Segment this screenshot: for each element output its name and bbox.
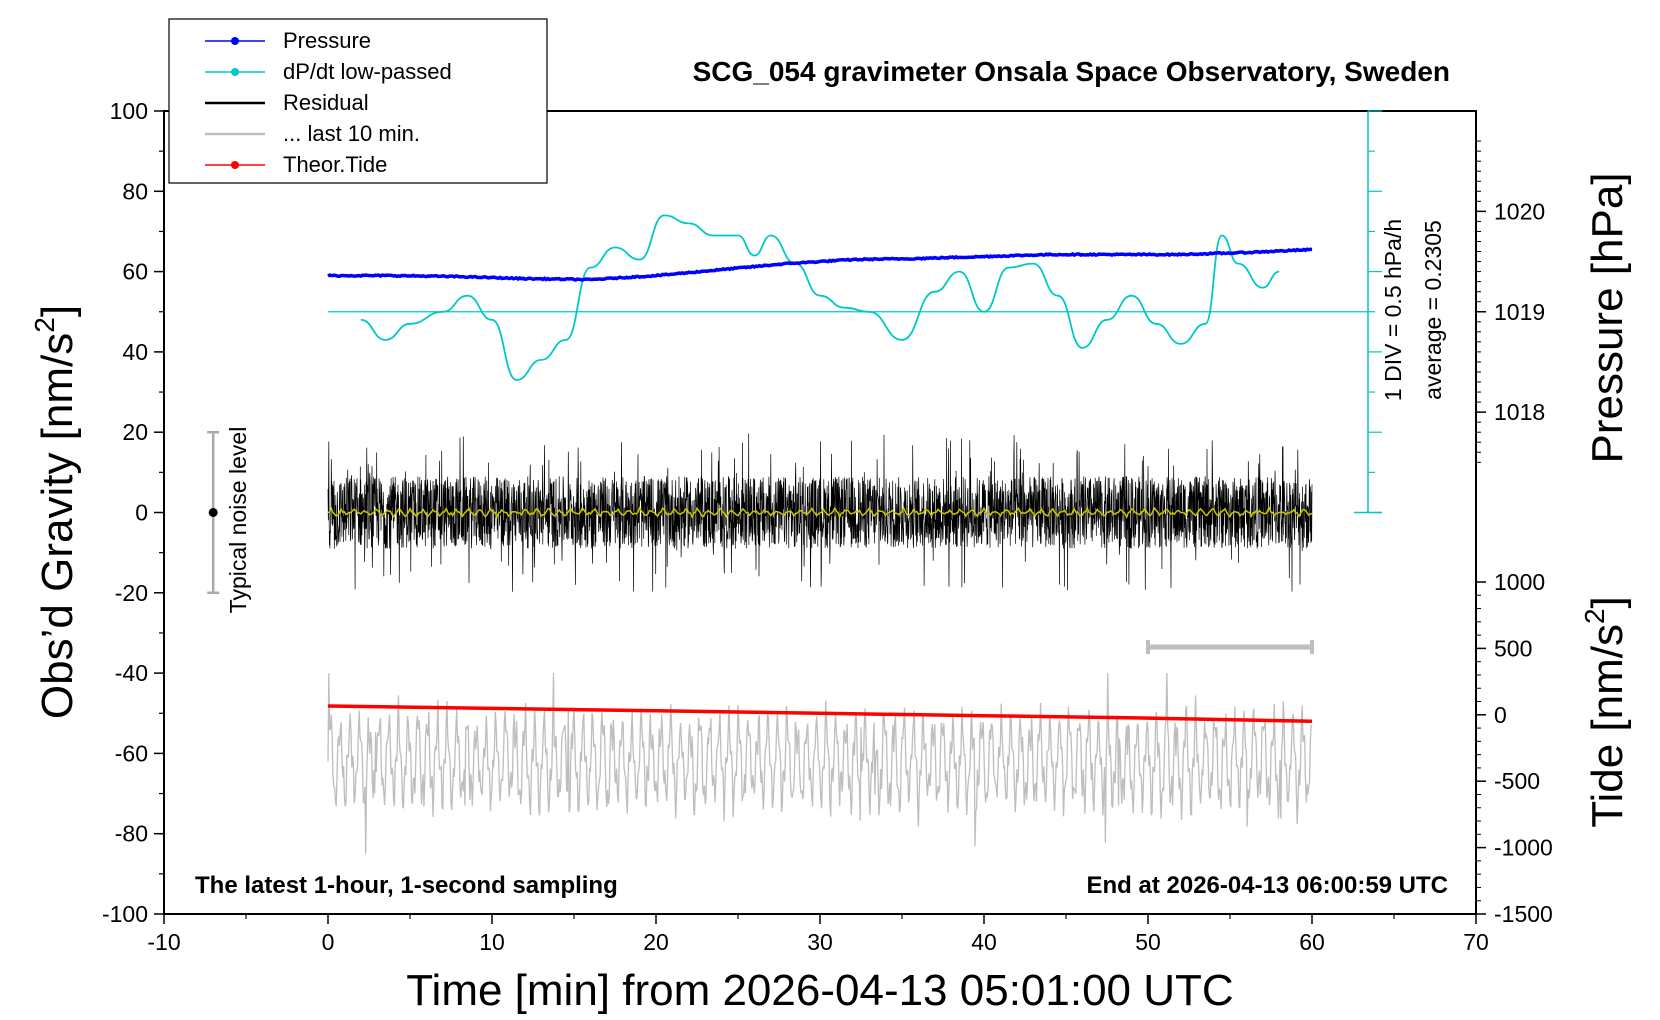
x-tick-label: 50 (1135, 929, 1161, 955)
y-tick-label: 60 (122, 259, 148, 285)
y-tick-label: -60 (115, 740, 148, 766)
tide-axis-close: ] (1583, 596, 1632, 608)
noise-level-bar (207, 430, 220, 595)
legend-label: Residual (283, 90, 369, 115)
y-tick-label: 20 (122, 419, 148, 445)
tide-axis-ticks: 1000 500 0 -500 -1000 -1500 (1476, 569, 1553, 927)
pressure-axis-label: Pressure [hPa] (1583, 172, 1632, 463)
last10-range-marker (1146, 640, 1314, 654)
x-tick-label: 10 (479, 929, 505, 955)
y-left-axis-close: ] (33, 305, 82, 317)
tide-tick-label: -1000 (1494, 835, 1553, 861)
dpdt-series-line (360, 214, 1280, 381)
pressure-series-line (327, 247, 1313, 282)
y-tick-label: -40 (115, 660, 148, 686)
pressure-axis-ticks: 1020 1019 1018 (1476, 140, 1545, 463)
end-time-note: End at 2026-04-13 06:00:59 UTC (1087, 872, 1449, 899)
y-tick-label: 0 (135, 500, 148, 526)
legend-label: Theor.Tide (283, 152, 387, 177)
x-tick-label: 30 (807, 929, 833, 955)
chart-title: SCG_054 gravimeter Onsala Space Observat… (693, 56, 1450, 87)
y-tick-label: 40 (122, 339, 148, 365)
legend-marker (231, 161, 239, 169)
tide-tick-label: -500 (1494, 768, 1540, 794)
legend-box (168, 18, 548, 184)
noise-level-label: Typical noise level (225, 427, 251, 614)
x-tick-label: 40 (971, 929, 997, 955)
tide-series-line (327, 704, 1313, 724)
tide-tick-label: -1500 (1494, 901, 1553, 927)
legend-label: dP/dt low-passed (283, 59, 452, 84)
y-tick-label: -20 (115, 580, 148, 606)
sampling-note: The latest 1-hour, 1-second sampling (195, 872, 618, 899)
x-tick-label: 60 (1299, 929, 1325, 955)
x-tick-label: 70 (1463, 929, 1489, 955)
x-tick-label: 0 (322, 929, 335, 955)
tide-tick-label: 0 (1494, 702, 1507, 728)
y-left-axis-ticks: 100 80 60 40 20 0 -20 -40 -60 -80 -100 (102, 98, 164, 927)
y-left-axis-sup: 2 (29, 317, 60, 333)
legend-label: Pressure (283, 28, 371, 53)
y-tick-label: -100 (102, 901, 148, 927)
y-left-axis-label: Obs’d Gravity [nm/s2] (29, 305, 82, 719)
legend-label: ... last 10 min. (283, 121, 420, 146)
legend-marker (231, 37, 239, 45)
y-tick-label: 100 (110, 98, 148, 124)
pressure-tick-label: 1019 (1494, 299, 1545, 325)
y-left-axis-text: Obs’d Gravity [nm/s (33, 333, 82, 719)
x-axis-label: Time [min] from 2026-04-13 05:01:00 UTC (406, 966, 1233, 1015)
x-tick-label: 20 (643, 929, 669, 955)
tide-axis-sup: 2 (1579, 608, 1610, 624)
series-layer (327, 214, 1370, 854)
x-tick-label: -10 (147, 929, 180, 955)
noise-bar-dot (208, 508, 218, 517)
average-label: average = 0.2305 (1420, 220, 1446, 400)
pressure-tick-label: 1018 (1494, 399, 1545, 425)
div-scale-label: 1 DIV = 0.5 hPa/h (1380, 219, 1406, 401)
tide-tick-label: 1000 (1494, 569, 1545, 595)
pressure-tick-label: 1020 (1494, 198, 1545, 224)
residual-smoothed-line (327, 505, 1313, 520)
legend-marker (231, 68, 239, 76)
last10-series-line (327, 673, 1313, 854)
y-tick-label: 80 (122, 178, 148, 204)
y-tick-label: -80 (115, 821, 148, 847)
tide-axis-label: Tide [nm/s2] (1579, 596, 1632, 828)
residual-series-line (327, 433, 1313, 592)
x-axis-ticks: -10 0 10 20 30 40 50 60 70 (147, 914, 1489, 955)
tide-axis-text: Tide [nm/s (1583, 624, 1632, 828)
legend: Pressure dP/dt low-passed Residual ... last… (168, 18, 548, 184)
legend-items: Pressure dP/dt low-passed Residual ... last… (205, 28, 452, 177)
tide-tick-label: 500 (1494, 635, 1532, 661)
